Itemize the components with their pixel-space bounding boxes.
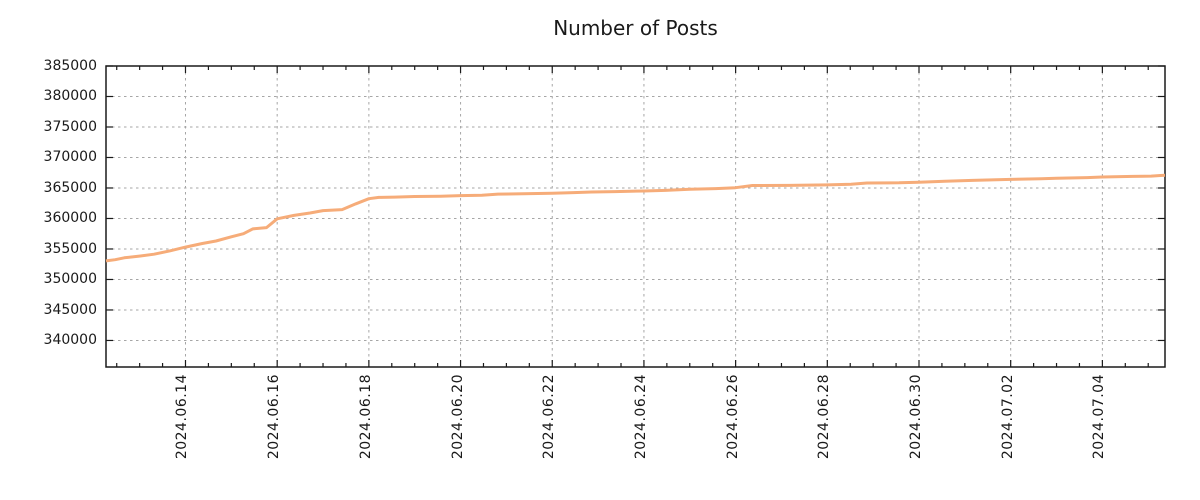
y-tick-label: 350000 [43,271,97,288]
x-tick-label: 2024.06.20 [449,374,466,460]
x-tick-label: 2024.06.18 [357,374,374,460]
x-tick-label: 2024.07.02 [999,374,1016,460]
x-tick-label: 2024.06.22 [541,374,558,460]
plot-border [105,65,1166,368]
x-tick-label: 2024.06.14 [174,374,191,460]
y-tick-label: 370000 [43,149,97,166]
x-tick-label: 2024.06.30 [908,374,924,460]
chart-title: Number of Posts [553,16,718,40]
y-tick-label: 385000 [43,58,97,74]
y-tick-label: 365000 [43,179,97,196]
y-tick-label: 360000 [43,210,97,227]
y-tick-label: 375000 [43,118,97,135]
x-tick-label: 2024.06.16 [266,374,283,460]
x-tick-label: 2024.07.04 [1091,374,1108,460]
y-tick-label: 355000 [43,240,97,257]
x-tick-label: 2024.06.24 [632,374,649,460]
data-line-number-of-posts [105,173,1166,263]
y-tick-label: 345000 [43,301,97,318]
x-tick-label: 2024.06.28 [816,374,833,460]
y-tick-label: 340000 [43,332,97,349]
x-tick-label: 2024.06.26 [724,374,741,460]
y-tick-label: 380000 [43,88,97,105]
